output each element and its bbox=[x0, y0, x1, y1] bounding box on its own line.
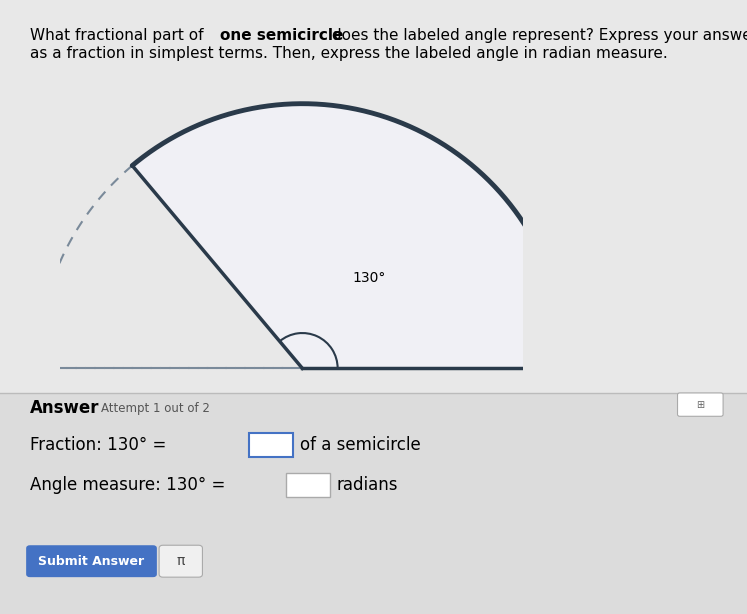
Text: What fractional part of: What fractional part of bbox=[30, 28, 208, 42]
FancyBboxPatch shape bbox=[26, 545, 157, 577]
Text: 130°: 130° bbox=[352, 271, 385, 285]
Text: one semicircle: one semicircle bbox=[220, 28, 344, 42]
Text: Attempt 1 out of 2: Attempt 1 out of 2 bbox=[101, 402, 210, 415]
Text: radians: radians bbox=[336, 476, 397, 494]
Bar bbox=[0, 393, 747, 614]
Text: Angle measure: 130° =: Angle measure: 130° = bbox=[30, 476, 226, 494]
FancyBboxPatch shape bbox=[678, 393, 723, 416]
Text: ⊞: ⊞ bbox=[696, 400, 704, 410]
FancyBboxPatch shape bbox=[249, 433, 293, 457]
Polygon shape bbox=[132, 104, 567, 368]
Text: as a fraction in simplest terms. Then, express the labeled angle in radian measu: as a fraction in simplest terms. Then, e… bbox=[30, 46, 668, 61]
Text: Fraction: 130° =: Fraction: 130° = bbox=[30, 436, 167, 454]
FancyBboxPatch shape bbox=[286, 473, 330, 497]
Text: does the labeled angle represent? Express your answer: does the labeled angle represent? Expres… bbox=[327, 28, 747, 42]
FancyBboxPatch shape bbox=[159, 545, 202, 577]
Text: π: π bbox=[176, 554, 185, 568]
Text: of a semicircle: of a semicircle bbox=[300, 436, 421, 454]
Text: Answer: Answer bbox=[30, 399, 99, 418]
Text: Submit Answer: Submit Answer bbox=[38, 554, 145, 568]
